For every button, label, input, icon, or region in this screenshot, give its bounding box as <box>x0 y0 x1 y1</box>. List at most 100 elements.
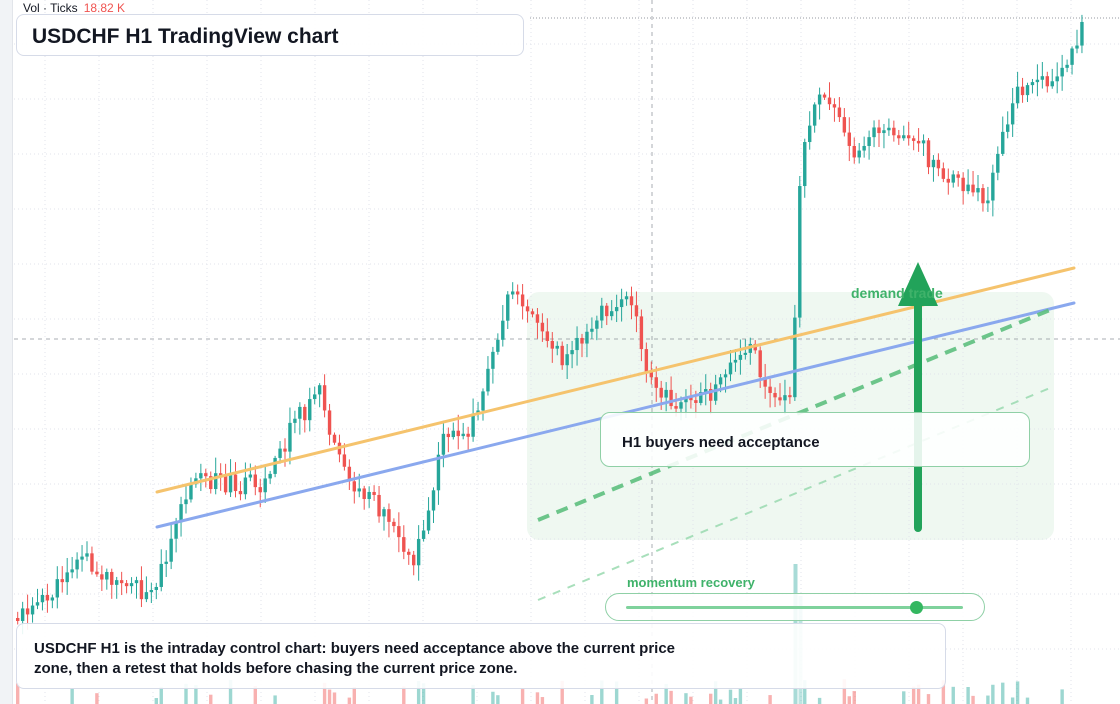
volume-bar <box>852 691 856 704</box>
candle-body <box>134 580 139 584</box>
volume-bar <box>352 686 356 704</box>
volume-legend-value: 18.82 K <box>83 1 126 15</box>
candle-body <box>783 395 787 401</box>
volume-legend-label: Vol · Ticks <box>23 1 78 15</box>
candle-body <box>233 474 238 492</box>
left-price-strip <box>0 0 13 704</box>
candle-body <box>511 291 515 295</box>
candle-body <box>110 571 114 585</box>
candle-body <box>209 476 213 490</box>
candle-body <box>456 430 460 437</box>
volume-bar <box>154 698 158 704</box>
candle-body <box>808 125 812 143</box>
candle-body <box>476 410 480 414</box>
volume-bar <box>347 697 352 704</box>
candle-body <box>1040 76 1045 80</box>
candle-body <box>372 491 376 495</box>
candle-body <box>644 349 649 373</box>
candle-body <box>743 352 748 355</box>
candle-body <box>887 127 891 131</box>
volume-bar <box>1001 682 1005 704</box>
volume-bar <box>496 695 500 704</box>
candle-body <box>129 583 134 587</box>
candle-body <box>248 474 253 478</box>
volume-bar <box>184 683 188 704</box>
candle-body <box>1065 64 1069 68</box>
candle-body <box>1025 85 1030 96</box>
volume-bar <box>684 693 688 704</box>
volume-bar <box>1025 697 1030 704</box>
volume-bar <box>273 695 277 704</box>
candle-body <box>788 395 792 398</box>
candle-body <box>278 448 282 458</box>
candle-body <box>694 400 698 403</box>
candle-body <box>882 130 886 134</box>
candle-body <box>1030 82 1035 86</box>
volume-bar <box>560 680 564 704</box>
candle-body <box>580 337 584 344</box>
up-arrow-icon <box>898 262 938 306</box>
candle-body <box>674 406 678 409</box>
candle-body <box>95 571 99 575</box>
candle-body <box>684 397 688 403</box>
candle-body <box>525 306 530 312</box>
candle-body <box>223 476 228 493</box>
candle-body <box>902 135 906 139</box>
candle-body <box>496 339 500 352</box>
candle-body <box>857 150 861 158</box>
candle-body <box>659 387 663 398</box>
candle-body <box>778 397 782 401</box>
candle-body <box>689 397 693 401</box>
volume-bar <box>971 695 975 704</box>
volume-bar <box>911 686 916 704</box>
volume-bar <box>209 694 213 704</box>
volume-bar <box>228 679 233 704</box>
momentum-slider-knob[interactable] <box>909 601 923 614</box>
candle-body <box>847 132 851 146</box>
volume-bar <box>951 686 955 704</box>
candle-body <box>70 569 74 573</box>
candle-body <box>159 563 163 587</box>
candle-body <box>590 328 594 332</box>
candle-body <box>273 457 277 474</box>
candle-body <box>268 473 272 479</box>
volume-bar <box>713 681 718 704</box>
candle-body <box>565 354 569 366</box>
candle-body <box>862 145 866 151</box>
acceptance-note: H1 buyers need acceptance <box>600 412 1030 467</box>
candle-body <box>486 368 490 392</box>
candle-body <box>768 386 772 393</box>
volume-bar <box>926 694 931 704</box>
candle-body <box>204 473 208 477</box>
candle-body <box>956 174 960 178</box>
volume-bar <box>966 687 970 704</box>
candle-body <box>446 433 451 438</box>
candle-body <box>798 186 802 318</box>
candle-body <box>288 422 292 452</box>
candle-body <box>124 583 129 587</box>
momentum-slider[interactable] <box>605 593 985 621</box>
candle-body <box>907 135 911 139</box>
volume-bar <box>842 679 847 704</box>
candle-body <box>832 104 837 108</box>
volume-bar <box>194 685 198 704</box>
demand-channel-lower <box>537 387 1051 601</box>
candle-body <box>986 200 990 204</box>
candle-body <box>313 394 317 400</box>
candle-body <box>298 406 302 419</box>
candle-body <box>738 354 743 360</box>
momentum-label: momentum recovery <box>627 575 755 590</box>
volume-bar <box>991 684 995 704</box>
candle-body <box>283 448 287 452</box>
volume-bar <box>709 693 713 704</box>
candle-body <box>506 294 510 321</box>
candle-body <box>347 466 352 482</box>
candle-body <box>30 605 35 615</box>
candle-body <box>699 392 703 403</box>
candle-body <box>377 494 381 517</box>
momentum-slider-track <box>626 606 963 609</box>
candle-body <box>991 172 995 201</box>
candle-body <box>50 597 55 601</box>
candle-body <box>812 104 817 126</box>
